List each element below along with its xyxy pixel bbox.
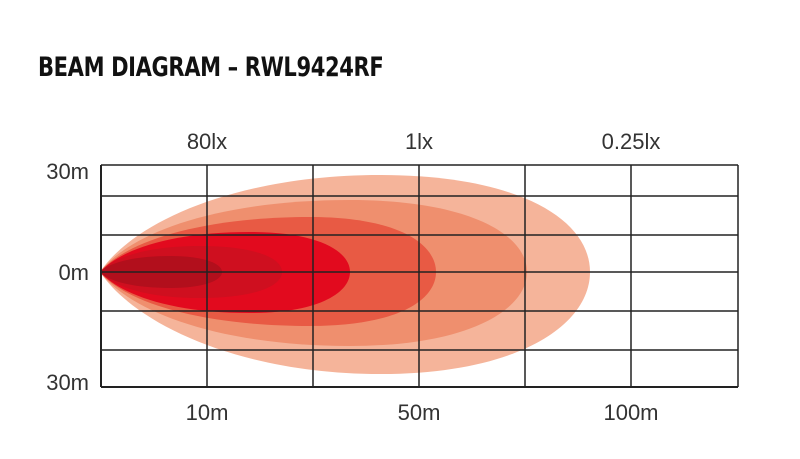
width-label: 30m	[46, 370, 89, 395]
lux-label: 80lx	[187, 129, 227, 154]
width-label: 30m	[46, 159, 89, 184]
diagram-title: BEAM DIAGRAM – RWL9424RF	[38, 52, 384, 83]
lux-label: 1lx	[405, 129, 433, 154]
distance-label: 50m	[398, 400, 441, 425]
lux-label: 0.25lx	[602, 129, 661, 154]
distance-label: 10m	[186, 400, 229, 425]
distance-label: 100m	[603, 400, 658, 425]
grid	[100, 164, 739, 388]
beam-pattern	[100, 175, 590, 374]
width-label: 0m	[58, 260, 89, 285]
